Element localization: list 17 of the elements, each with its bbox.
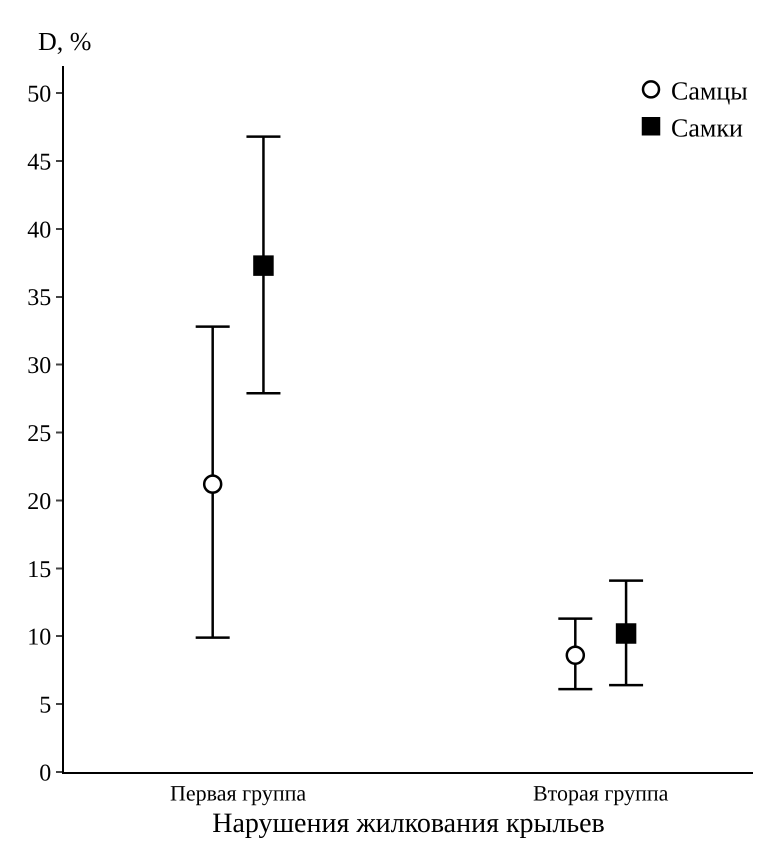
x-axis-title: Нарушения жилкования крыльев xyxy=(212,808,605,839)
y-axis-title: D, % xyxy=(38,27,92,56)
y-tick-label: 10 xyxy=(27,624,52,651)
x-tick-label: Первая группа xyxy=(170,780,306,806)
y-tick-label: 20 xyxy=(27,488,52,515)
y-tick-label: 30 xyxy=(27,353,52,380)
legend-label: Самки xyxy=(671,113,743,142)
y-tick-label: 35 xyxy=(27,285,52,312)
y-tick-label: 25 xyxy=(27,420,52,447)
y-tick-label: 45 xyxy=(27,149,52,176)
y-tick-label: 0 xyxy=(39,760,52,786)
x-tick-label: Вторая группа xyxy=(532,780,669,806)
legend-label: Самцы xyxy=(671,76,748,106)
y-tick-label: 50 xyxy=(27,82,52,108)
y-tick-label: 40 xyxy=(27,217,52,244)
y-tick-label: 15 xyxy=(27,556,52,583)
y-tick-label: 5 xyxy=(39,692,52,719)
